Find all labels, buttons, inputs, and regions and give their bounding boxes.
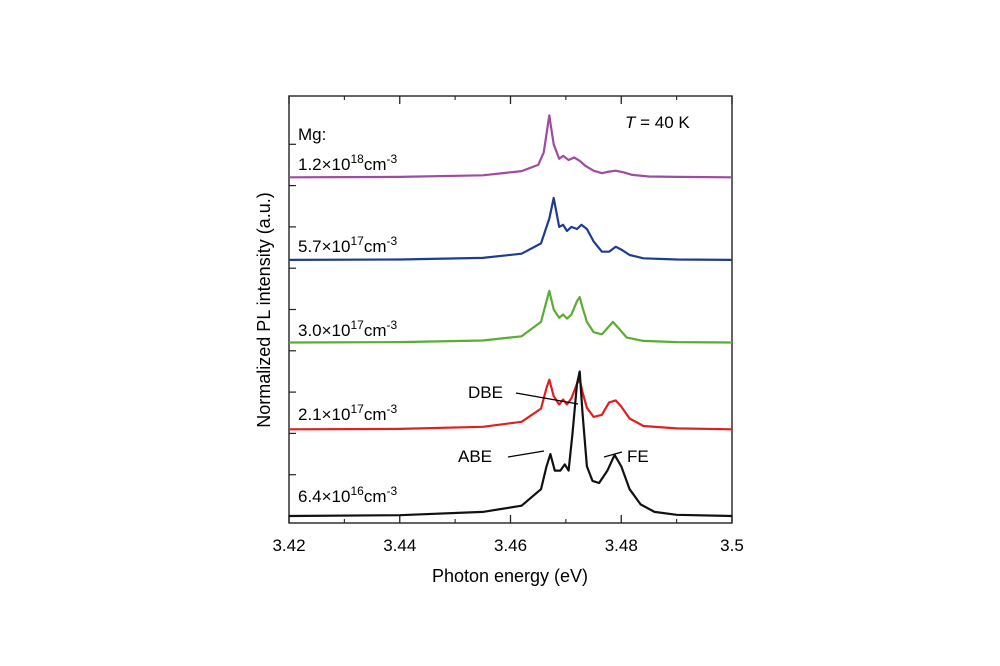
series-label: 3.0×1017cm-3 (298, 318, 398, 340)
temperature-value: = 40 K (635, 113, 690, 132)
annotation-label: DBE (468, 383, 503, 402)
y-axis-label: Normalized PL intensity (a.u.) (254, 192, 274, 427)
axis-ticks: 3.42 3.44 3.46 3.48 3.5 (272, 96, 744, 555)
x-tick-label: 3.48 (605, 536, 638, 555)
series-label: 5.7×1017cm-3 (298, 234, 398, 256)
x-tick-label: 3.5 (720, 536, 744, 555)
temperature-label: T = 40 K (625, 113, 690, 132)
x-tick-label: 3.44 (383, 536, 416, 555)
annotation-leader (515, 392, 579, 405)
annotation-label: FE (627, 447, 649, 466)
series-layer (288, 114, 733, 518)
series-line (288, 370, 733, 518)
series-line (288, 114, 733, 179)
series-label: 1.2×1018cm-3 (298, 152, 398, 174)
annotation-label: ABE (458, 447, 492, 466)
series-line (288, 196, 733, 261)
annotation-leader (507, 450, 545, 458)
series-line (288, 289, 733, 344)
x-tick-label: 3.42 (272, 536, 305, 555)
annotation-leader (603, 451, 623, 458)
series-label: 6.4×1016cm-3 (298, 484, 398, 506)
series-label-layer: 1.2×1018cm-3 5.7×1017cm-3 3.0×1017cm-3 2.1×… (298, 152, 398, 506)
x-tick-label: 3.46 (494, 536, 527, 555)
series-header: Mg: (298, 125, 326, 144)
temperature-symbol: T (625, 113, 637, 132)
series-label: 2.1×1017cm-3 (298, 402, 398, 424)
x-axis-label: Photon energy (eV) (432, 566, 588, 586)
annotation-layer: DBE ABE FE (458, 383, 649, 466)
